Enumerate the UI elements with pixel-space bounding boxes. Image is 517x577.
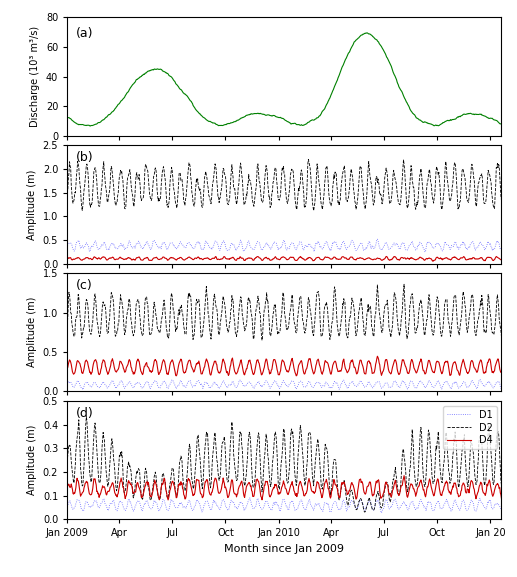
Line: D4: D4 [67,475,501,500]
D1 [208,506,214,513]
D4 [341,479,347,486]
D1 [341,499,347,506]
D2 [498,482,505,489]
D1 [64,503,70,510]
D4 [259,496,265,503]
D4 [401,472,407,479]
D4 [409,481,415,488]
D2 [83,414,89,421]
Line: D2: D2 [67,417,501,512]
D1 [147,505,153,512]
D4 [165,496,171,503]
Y-axis label: Discharge (10³ m³/s): Discharge (10³ m³/s) [31,26,40,127]
Text: (c): (c) [76,279,93,292]
D2 [361,508,368,515]
D2 [259,489,265,496]
D1 [247,494,253,501]
D2 [341,477,347,484]
D2 [64,459,70,466]
D4 [147,493,153,500]
Text: (b): (b) [76,151,94,164]
D1 [378,509,385,516]
Y-axis label: Amplitude (m): Amplitude (m) [27,297,37,368]
D4 [208,489,215,496]
X-axis label: Month since Jan 2009: Month since Jan 2009 [224,544,344,554]
Y-axis label: Amplitude (m): Amplitude (m) [27,425,37,495]
D2 [208,474,215,481]
D2 [318,485,325,492]
Text: (a): (a) [76,27,94,40]
D1 [498,507,505,514]
D2 [409,426,415,433]
Y-axis label: Amplitude (m): Amplitude (m) [27,169,37,239]
D1 [259,506,265,513]
D1 [409,498,415,505]
Line: D1: D1 [67,498,501,513]
D1 [318,507,325,514]
D4 [318,494,325,501]
D4 [64,483,70,490]
D2 [147,497,154,504]
D4 [498,495,505,502]
Text: (d): (d) [76,407,94,420]
Legend: D1, D2, D4: D1, D2, D4 [443,406,497,449]
